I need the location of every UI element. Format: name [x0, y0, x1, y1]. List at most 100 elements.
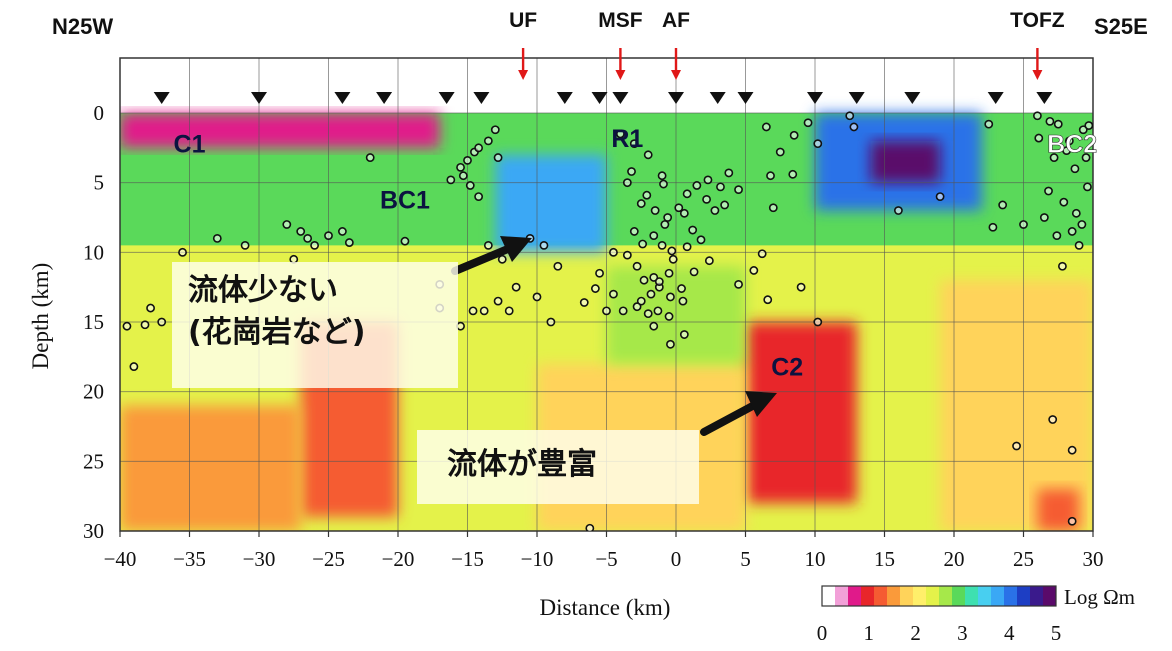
colorbar-segment	[887, 586, 901, 606]
hypocenter-point	[632, 261, 642, 271]
hypocenter-point	[282, 220, 292, 229]
hypocenter-point	[642, 190, 652, 200]
hypocenter-point	[757, 249, 767, 259]
hypocenter-point	[546, 317, 556, 327]
hypocenter-point	[1067, 516, 1077, 526]
annotation-low-fluid-line2: (花崗岩など)	[188, 315, 366, 350]
hypocenter-point	[1078, 125, 1088, 135]
hypocenter-point	[1048, 415, 1058, 424]
hypocenter-point	[643, 150, 653, 160]
x-tick-label: −15	[451, 547, 484, 571]
resistivity-zone	[120, 113, 440, 148]
colorbar-tick-label: 4	[1004, 621, 1015, 645]
colorbar-segment	[822, 586, 836, 606]
hypocenter-point	[813, 317, 823, 327]
hypocenter-point	[646, 289, 656, 299]
hypocenter-point	[483, 136, 493, 146]
hypocenter-point	[504, 306, 514, 316]
hypocenter-point	[650, 206, 660, 215]
station-marker-icon	[556, 92, 573, 104]
hypocenter-point	[465, 181, 475, 190]
region-label: BC1	[380, 186, 430, 214]
hypocenter-point	[622, 178, 632, 188]
station-marker-icon	[709, 92, 726, 104]
hypocenter-point	[692, 181, 702, 190]
hypocenter-point	[998, 200, 1008, 210]
fault-arrow-head	[1032, 70, 1043, 80]
station-marker-icon	[987, 92, 1004, 104]
x-tick-label: 30	[1083, 547, 1104, 571]
hypocenter-point	[629, 227, 639, 236]
hypocenter-point	[666, 292, 675, 302]
hypocenter-point	[679, 330, 689, 339]
y-tick-label: 0	[94, 101, 105, 125]
hypocenter-point	[474, 192, 484, 201]
station-marker-icon	[1036, 92, 1053, 104]
hypocenter-point	[1084, 121, 1093, 130]
left-end-label: N25W	[52, 14, 114, 39]
colorbar-segment	[939, 586, 953, 606]
hypocenter-point	[400, 236, 410, 246]
station-marker-icon	[904, 92, 921, 104]
hypocenter-point	[1064, 136, 1074, 146]
hypocenter-point	[479, 306, 489, 316]
hypocenter-point	[1034, 133, 1044, 143]
fault-arrow-head	[671, 70, 681, 80]
fault-label: TOFZ	[1010, 9, 1065, 32]
hypocenter-point	[653, 306, 663, 316]
hypocenter-point	[483, 240, 493, 250]
x-tick-label: −30	[243, 547, 276, 571]
hypocenter-point	[474, 143, 484, 153]
hypocenter-point	[310, 240, 319, 250]
hypocenter-point	[703, 175, 713, 185]
colorbar-segment	[913, 586, 927, 606]
hypocenter-point	[458, 171, 468, 181]
hypocenter-point	[749, 266, 759, 275]
hypocenter-point	[337, 227, 347, 236]
hypocenter-point	[616, 129, 625, 139]
hypocenter-point	[1081, 153, 1091, 162]
station-marker-icon	[612, 92, 629, 104]
hypocenter-point	[666, 339, 675, 349]
y-axis-label: Depth (km)	[28, 263, 53, 370]
hypocenter-point	[632, 302, 642, 312]
y-tick-label: 20	[83, 380, 104, 404]
hypocenter-point	[140, 320, 150, 330]
annotation-box-rich-fluid: 流体が豊富	[417, 430, 699, 504]
hypocenter-point	[761, 122, 771, 132]
hypocenter-point	[1053, 119, 1063, 129]
hypocenter-point	[122, 321, 132, 331]
hypocenter-point	[636, 199, 646, 208]
hypocenter-point	[1039, 213, 1049, 222]
hypocenter-point	[324, 231, 333, 241]
hypocenter-point	[1033, 111, 1042, 121]
hypocenter-point	[240, 240, 250, 250]
resistivity-zone	[495, 154, 607, 253]
hypocenter-point	[129, 362, 139, 371]
station-marker-icon	[473, 92, 490, 104]
hypocenter-point	[609, 247, 618, 257]
hypocenter-point	[935, 192, 945, 201]
hypocenter-point	[1070, 164, 1080, 174]
hypocenter-point	[178, 247, 187, 257]
hypocenter-point	[789, 130, 799, 140]
axes: −40 −35 −30 −25 −20 −15 −10 −5 0 5 10 15 20 25 30 0 5 10 1…	[28, 101, 1104, 620]
hypocenter-point	[468, 306, 478, 316]
arrow-head-rich	[745, 391, 777, 417]
x-tick-label: −25	[312, 547, 345, 571]
hypocenter-point	[1019, 220, 1028, 229]
hypocenter-point	[813, 139, 823, 149]
hypocenter-point	[622, 250, 632, 260]
y-tick-label: 30	[83, 519, 104, 543]
annotation-rich-fluid-line1: 流体が豊富	[447, 447, 597, 482]
arrow-head-low	[500, 236, 532, 262]
hypocenter-point	[157, 317, 167, 327]
colorbar-segment	[965, 586, 979, 606]
hypocenter-point	[1012, 441, 1021, 451]
station-layer	[153, 92, 1053, 104]
hypocenter-point	[679, 208, 689, 218]
hypocenter-point	[702, 194, 711, 204]
colorbar-tick-label: 1	[864, 621, 875, 645]
